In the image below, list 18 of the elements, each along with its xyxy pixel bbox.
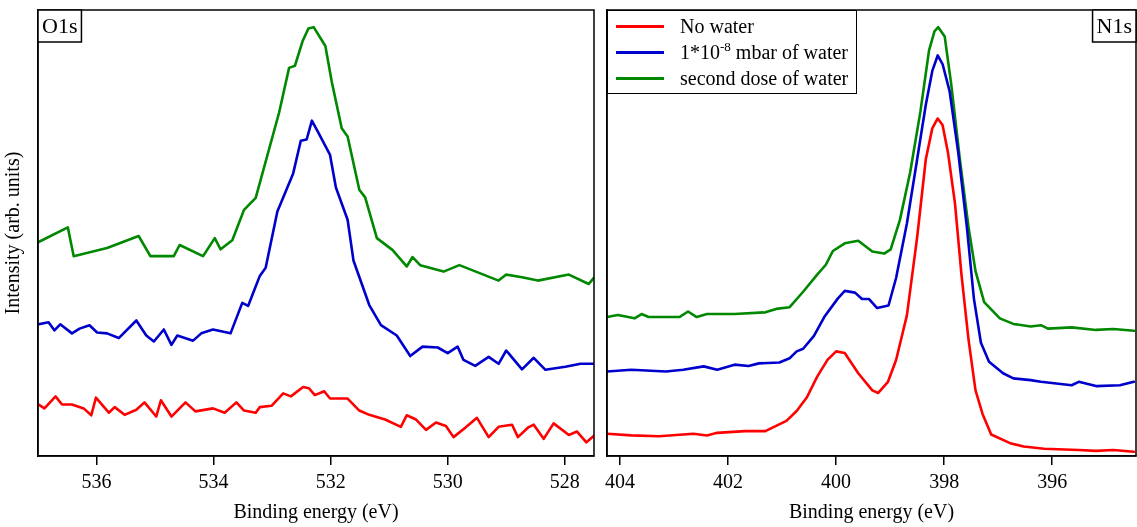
x-tick-label: 404 — [604, 470, 635, 493]
annotation: N1s — [1096, 12, 1132, 38]
x-tick-label: 532 — [315, 470, 346, 493]
x-tick-label: 536 — [81, 470, 112, 493]
legend-label: No water — [680, 14, 754, 39]
x-tick-label: 402 — [713, 470, 744, 493]
x-tick-label: 530 — [432, 470, 463, 493]
x-axis-title: Binding energy (eV) — [788, 500, 955, 524]
x-tick-label: 398 — [929, 470, 960, 493]
legend-label: 1*10$^{-8}$ mbar of water — [680, 39, 849, 65]
x-tick-label: 534 — [198, 470, 229, 493]
annotation: O1s — [42, 12, 78, 38]
x-axis-title: Binding energy (eV) — [233, 500, 399, 524]
x-tick-label: 400 — [821, 470, 852, 493]
x-tick-label: 396 — [1037, 470, 1068, 493]
y-axis-title: Intensity (arb. units) — [1, 151, 25, 315]
x-tick-label: 528 — [549, 470, 580, 493]
legend-label: second dose of water — [680, 66, 849, 91]
